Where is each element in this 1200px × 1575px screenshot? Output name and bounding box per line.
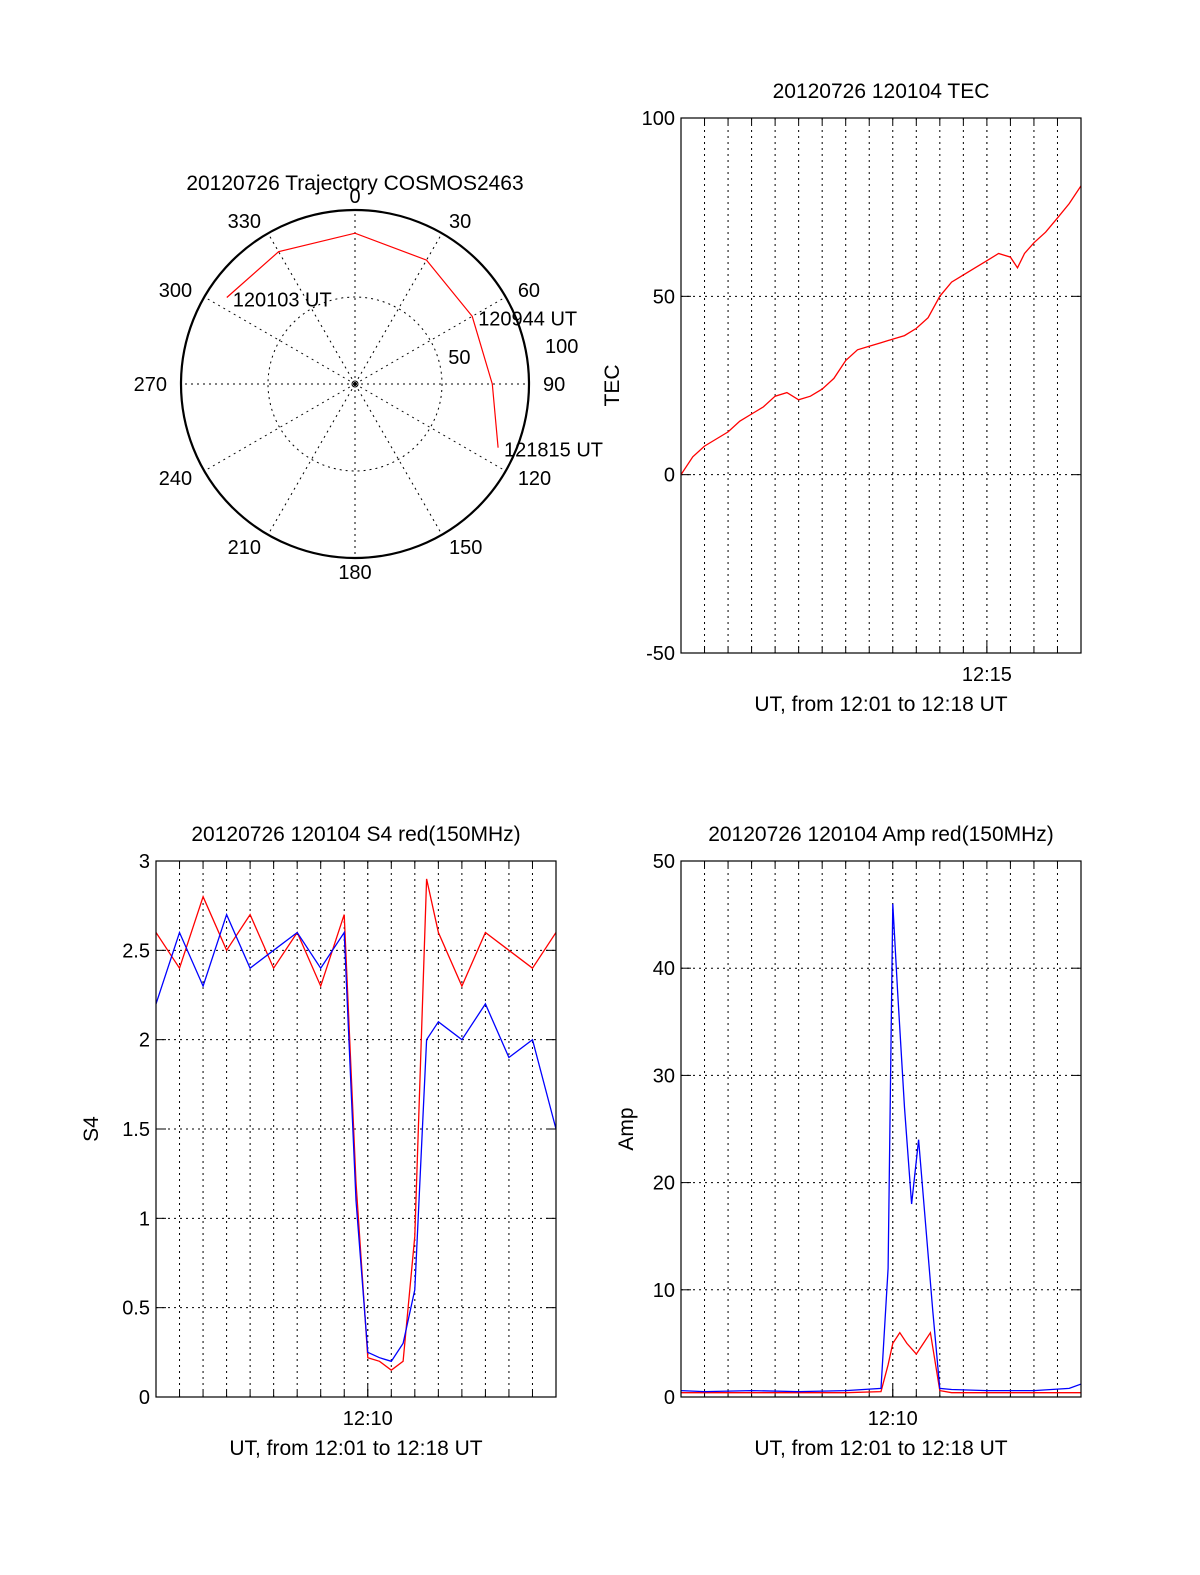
y-tick-label: 1 xyxy=(139,1208,150,1230)
series-line xyxy=(681,903,1081,1393)
y-tick-label: 0 xyxy=(664,465,675,487)
series-line xyxy=(156,878,556,1372)
polar-spoke xyxy=(267,383,356,535)
angle-label: 300 xyxy=(159,280,192,302)
x-tick-label: 12:10 xyxy=(343,1408,393,1430)
polar-spoke xyxy=(354,383,443,535)
polar-spoke xyxy=(204,383,356,472)
y-axis-label: S4 xyxy=(80,1116,103,1142)
trajectory-time-label: 120944 UT xyxy=(478,308,577,330)
y-tick-label: 3 xyxy=(139,851,150,873)
angle-label: 120 xyxy=(518,468,551,490)
angle-label: 210 xyxy=(228,537,261,559)
angle-label: 330 xyxy=(228,211,261,233)
radial-label: 50 xyxy=(448,347,470,369)
y-tick-label: 50 xyxy=(653,851,675,873)
polar-center xyxy=(351,380,359,388)
amp-plot: 20120726 120104 Amp red(150MHz) 0 10 20 30 40… xyxy=(615,823,1082,1460)
trajectory-line xyxy=(226,232,499,448)
series-line xyxy=(681,185,1081,476)
series-group xyxy=(681,185,1081,476)
radial-label: 100 xyxy=(545,336,578,358)
angle-label: 180 xyxy=(338,562,371,584)
y-tick-label: -50 xyxy=(646,643,675,665)
y-axis-label: Amp xyxy=(615,1107,638,1150)
y-tick-label: 0.5 xyxy=(122,1298,150,1320)
polar-spoke xyxy=(267,233,356,385)
polar-spoke xyxy=(354,296,506,385)
angle-label: 270 xyxy=(134,374,167,396)
plot-frame xyxy=(155,860,557,1398)
plot-frame xyxy=(680,117,1082,654)
series-group xyxy=(681,903,1081,1394)
chart-title: 20120726 120104 S4 red(150MHz) xyxy=(191,823,520,846)
angle-label: 90 xyxy=(543,374,565,396)
series-group xyxy=(156,878,556,1372)
x-tick-label: 12:10 xyxy=(868,1408,918,1430)
x-tick-label: 12:15 xyxy=(962,664,1012,686)
angle-label: 60 xyxy=(518,280,540,302)
y-tick-label: 2 xyxy=(139,1030,150,1052)
y-tick-label: 50 xyxy=(653,286,675,308)
x-axis-label: UT, from 12:01 to 12:18 UT xyxy=(229,1437,482,1460)
y-tick-label: 20 xyxy=(653,1173,675,1195)
x-axis-label: UT, from 12:01 to 12:18 UT xyxy=(754,693,1007,716)
trajectory-time-label: 121815 UT xyxy=(504,440,603,462)
angle-label: 0 xyxy=(349,186,360,208)
y-tick-label: 10 xyxy=(653,1280,675,1302)
y-tick-label: 100 xyxy=(642,108,675,130)
chart-title: 20120726 120104 Amp red(150MHz) xyxy=(708,823,1054,846)
polar-spoke xyxy=(204,296,356,385)
angle-label: 240 xyxy=(159,468,192,490)
y-tick-label: 1.5 xyxy=(122,1119,150,1141)
polar-outer-circle xyxy=(179,208,531,560)
plot-frame xyxy=(680,860,1082,1398)
polar-spoke xyxy=(354,383,506,472)
s4-plot: 20120726 120104 S4 red(150MHz) 0 0.5 1 1.5 2 2… xyxy=(80,823,557,1460)
y-tick-label: 0 xyxy=(664,1387,675,1409)
series-line xyxy=(681,1330,1081,1394)
series-line xyxy=(156,912,556,1363)
y-tick-label: 2.5 xyxy=(122,940,150,962)
polar-spoke xyxy=(354,233,443,385)
chart-title: 20120726 Trajectory COSMOS2463 xyxy=(186,172,523,195)
angle-label: 30 xyxy=(449,211,471,233)
chart-title: 20120726 120104 TEC xyxy=(773,80,990,103)
trajectory-time-label: 120103 UT xyxy=(233,290,332,312)
angle-label: 150 xyxy=(449,537,482,559)
tec-plot: 20120726 120104 TEC -50 0 50 100 12:15 UT, fro… xyxy=(601,80,1082,716)
x-axis-label: UT, from 12:01 to 12:18 UT xyxy=(754,1437,1007,1460)
y-axis-label: TEC xyxy=(601,365,624,407)
y-tick-label: 30 xyxy=(653,1065,675,1087)
polar-grid-circle xyxy=(267,296,443,472)
y-tick-label: 0 xyxy=(139,1387,150,1409)
y-tick-label: 40 xyxy=(653,958,675,980)
